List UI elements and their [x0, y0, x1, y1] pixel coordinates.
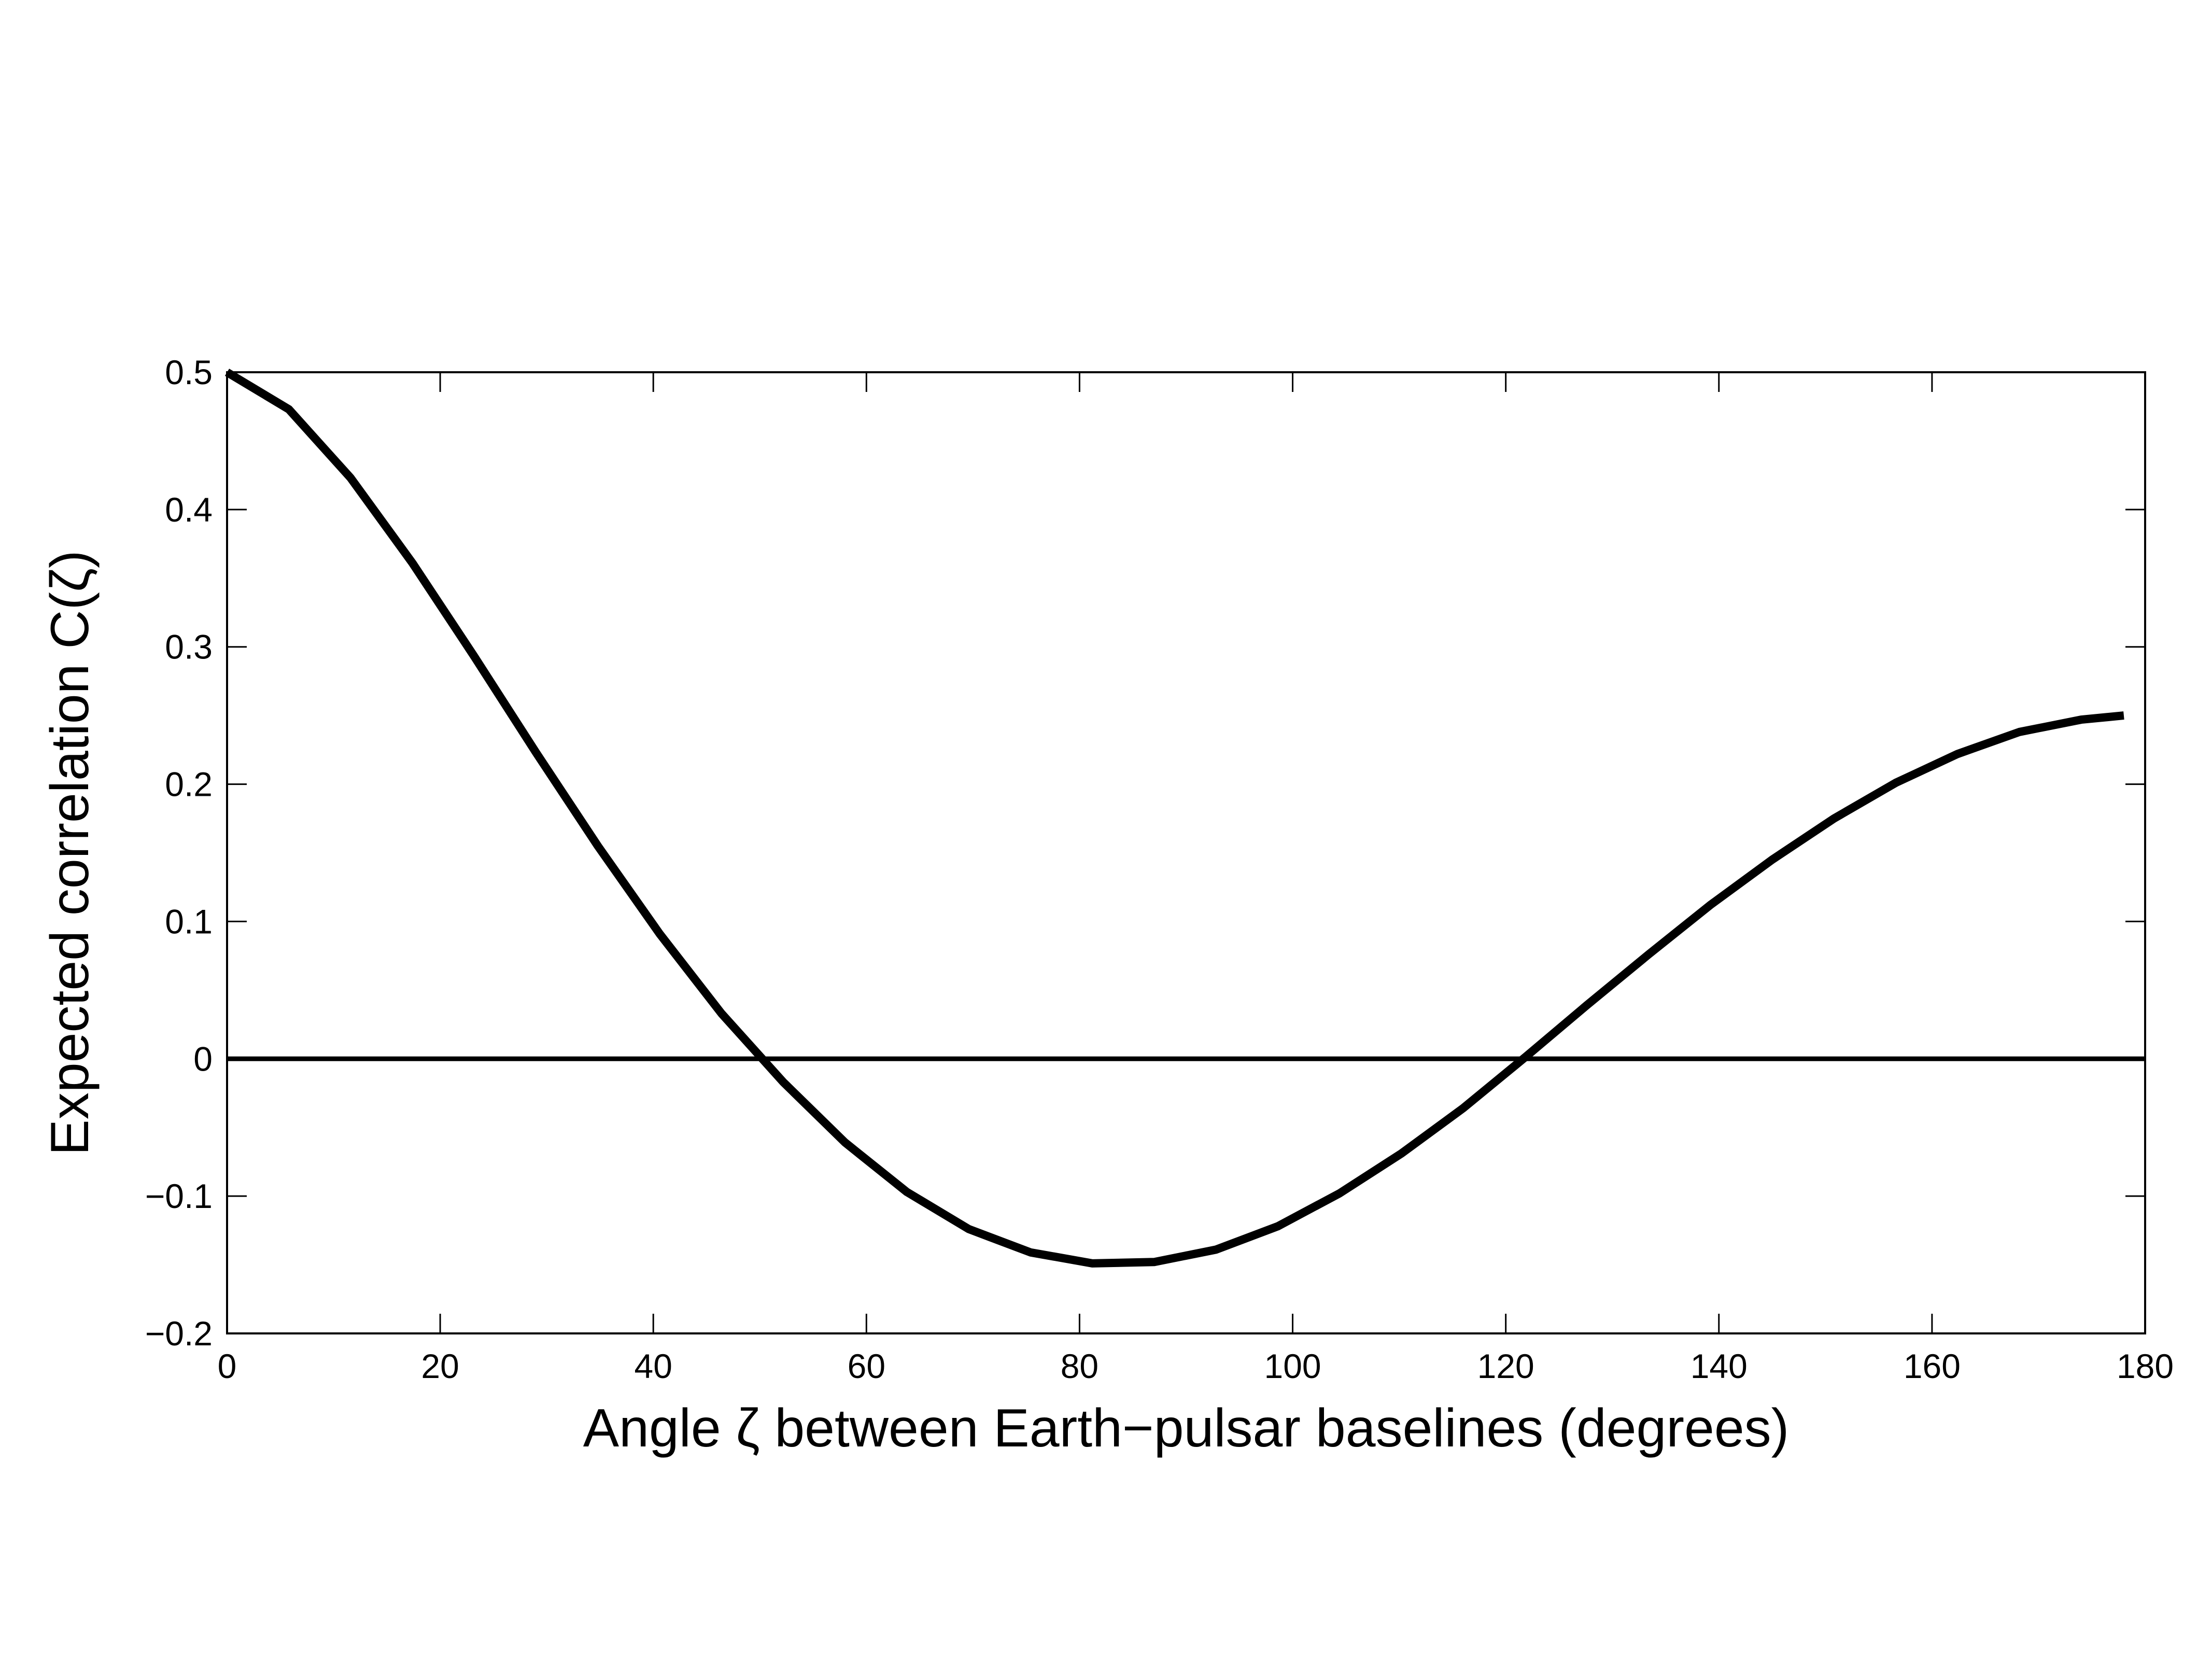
y-tick-label: 0.2	[165, 765, 213, 804]
y-axis-title: Expected correlation C(ζ)	[40, 550, 100, 1155]
plot-frame	[226, 371, 2146, 1334]
y-tick-label: −0.2	[145, 1314, 213, 1353]
y-tick-label: 0	[193, 1039, 213, 1078]
x-tick-label: 60	[848, 1347, 885, 1385]
x-axis-title: Angle ζ between Earth−pulsar baselines (…	[583, 1398, 1790, 1458]
x-tick-label: 0	[218, 1347, 237, 1385]
x-tick-label: 100	[1264, 1347, 1321, 1385]
x-tick-label: 120	[1477, 1347, 1534, 1385]
x-tick-label: 160	[1904, 1347, 1961, 1385]
y-tick-label: −0.1	[145, 1177, 213, 1215]
x-tick-label: 180	[2117, 1347, 2174, 1385]
y-tick-label: 0.1	[165, 902, 213, 940]
y-tick-label: 0.3	[165, 628, 213, 666]
data-series	[224, 369, 2145, 1268]
y-tick-label: 0.4	[165, 490, 213, 529]
y-tick-label: 0.5	[165, 353, 213, 391]
axis-ticks	[226, 371, 2146, 1334]
x-tick-label: 80	[1061, 1347, 1098, 1385]
x-tick-label: 140	[1690, 1347, 1748, 1385]
x-tick-label: 40	[635, 1347, 672, 1385]
x-tick-label: 20	[421, 1347, 459, 1385]
correlation-curve	[224, 369, 2124, 1268]
tick-labels: 0 20 40 60 80 100 120 140 160 180 −0.2 −0.1 0 0.1 0.2 0…	[145, 353, 2174, 1385]
